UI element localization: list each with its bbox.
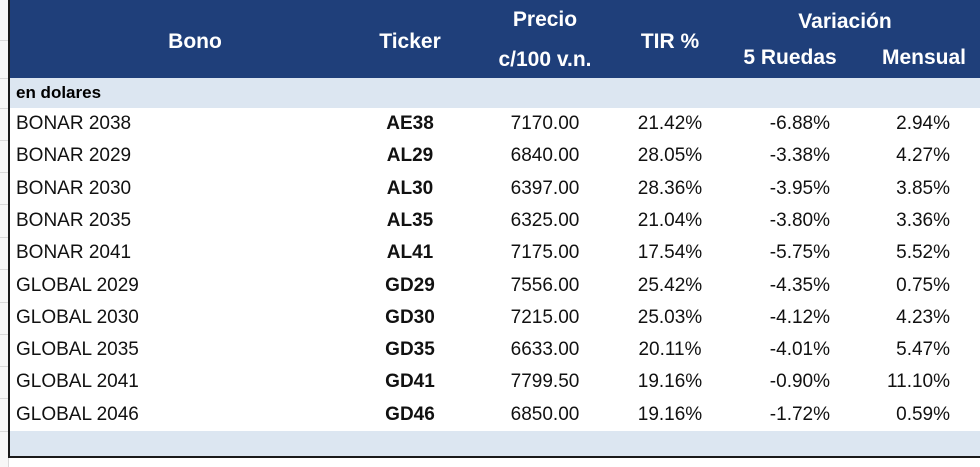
cell-bono: BONAR 2038 [16, 113, 132, 134]
cell-r5: -0.90% [769, 371, 830, 393]
cell-tir: 20.11% [638, 339, 702, 361]
table-row: GLOBAL 2041 GD41 7799.50 19.16% -0.90% 11.10% [10, 366, 980, 398]
cell-precio: 6325.00 [510, 209, 580, 231]
cell-precio: 7556.00 [510, 274, 580, 296]
cell-mensual: 4.27% [896, 145, 950, 167]
cell-mensual: 0.75% [896, 274, 950, 296]
cell-bono: GLOBAL 2029 [16, 274, 139, 296]
cell-mensual: 5.47% [896, 339, 950, 361]
cell-bono: GLOBAL 2046 [16, 403, 139, 425]
empty-footer-row [10, 431, 980, 456]
cell-r5: -1.72% [769, 403, 830, 425]
table-row: BONAR 2035 AL35 6325.00 21.04% -3.80% 3.36% [10, 205, 980, 237]
cell-ticker: GD29 [385, 274, 435, 296]
table-row: BONAR 2041 AL41 7175.00 17.54% -5.75% 5.52% [10, 237, 980, 269]
cell-ticker: AE38 [386, 113, 434, 134]
cell-precio: 7215.00 [510, 306, 580, 328]
header-bono: Bono [168, 30, 222, 53]
cell-tir: 25.03% [637, 306, 703, 328]
cell-tir: 21.42% [637, 113, 703, 134]
table-row: BONAR 2038 AE38 7170.00 21.42% -6.88% 2.94% [10, 108, 980, 140]
table-row: GLOBAL 2030 GD30 7215.00 25.03% -4.12% 4.23% [10, 302, 980, 334]
cell-tir: 19.16% [637, 403, 703, 425]
header-precio-unit: c/100 v.n. [498, 48, 592, 71]
cell-tir: 21.04% [637, 209, 703, 231]
cell-precio: 7170.00 [510, 113, 580, 134]
cell-tir: 28.36% [637, 177, 703, 199]
cell-ticker: AL29 [386, 145, 434, 167]
cell-tir: 28.05% [637, 145, 703, 167]
cell-tir: 25.42% [637, 274, 703, 296]
cell-ticker: GD46 [385, 403, 435, 425]
cell-ticker: AL30 [386, 177, 434, 199]
cell-mensual: 3.85% [896, 177, 950, 199]
cell-precio: 7799.50 [510, 371, 580, 393]
cell-r5: -3.38% [769, 145, 830, 167]
header-tir: TIR % [640, 30, 700, 53]
cell-ticker: GD35 [385, 339, 435, 361]
table-header: Bono Ticker Precio c/100 v.n. TIR % Vari… [10, 0, 980, 78]
table-row: GLOBAL 2035 GD35 6633.00 20.11% -4.01% 5.47% [10, 334, 980, 366]
cell-precio: 7175.00 [510, 242, 580, 264]
cell-r5: -4.01% [769, 339, 830, 361]
cell-ticker: AL41 [386, 242, 434, 264]
cell-precio: 6840.00 [510, 145, 580, 167]
cell-bono: BONAR 2029 [16, 145, 132, 167]
cell-r5: -4.12% [769, 306, 830, 328]
table-row: GLOBAL 2046 GD46 6850.00 19.16% -1.72% 0.59% [10, 399, 980, 431]
cell-bono: BONAR 2041 [16, 242, 132, 264]
cell-mensual: 2.94% [896, 113, 950, 134]
cell-bono: GLOBAL 2030 [16, 306, 139, 328]
cell-tir: 19.16% [637, 371, 703, 393]
cell-mensual: 0.59% [896, 403, 950, 425]
cell-r5: -3.80% [769, 209, 830, 231]
bond-table: Bono Ticker Precio c/100 v.n. TIR % Vari… [8, 0, 980, 458]
section-row: en dolares [10, 78, 980, 108]
cell-precio: 6633.00 [510, 339, 580, 361]
cell-mensual: 3.36% [896, 209, 950, 231]
cell-mensual: 11.10% [886, 371, 950, 393]
header-ticker: Ticker [379, 30, 441, 53]
cell-tir: 17.54% [637, 242, 703, 264]
cell-bono: BONAR 2030 [16, 177, 132, 199]
cell-r5: -5.75% [769, 242, 830, 264]
cell-bono: GLOBAL 2041 [16, 371, 139, 393]
table-row: BONAR 2030 AL30 6397.00 28.36% -3.95% 3.85% [10, 173, 980, 205]
cell-r5: -3.95% [769, 177, 830, 199]
cell-ticker: GD30 [385, 306, 435, 328]
cell-bono: BONAR 2035 [16, 209, 132, 231]
cell-ticker: GD41 [385, 371, 435, 393]
header-mensual: Mensual [881, 46, 967, 69]
cell-bono: GLOBAL 2035 [16, 339, 139, 361]
section-label: en dolares [16, 83, 102, 102]
cell-r5: -6.88% [769, 113, 830, 134]
cell-r5: -4.35% [769, 274, 830, 296]
header-precio: Precio [512, 8, 578, 31]
cell-precio: 6397.00 [510, 177, 580, 199]
cell-ticker: AL35 [386, 209, 434, 231]
table-row: BONAR 2029 AL29 6840.00 28.05% -3.38% 4.27% [10, 140, 980, 172]
cell-mensual: 4.23% [896, 306, 950, 328]
header-5-ruedas: 5 Ruedas [743, 46, 837, 69]
header-variacion: Variación [798, 10, 892, 33]
cell-precio: 6850.00 [510, 403, 580, 425]
cell-mensual: 5.52% [896, 242, 950, 264]
table-row: GLOBAL 2029 GD29 7556.00 25.42% -4.35% 0.75% [10, 270, 980, 302]
